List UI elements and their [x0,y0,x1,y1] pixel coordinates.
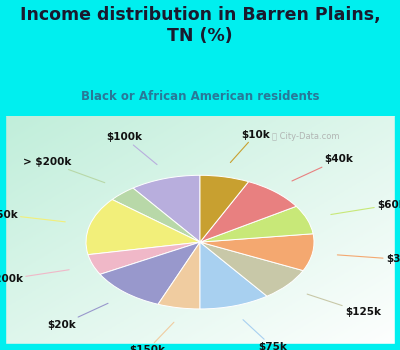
Bar [0,116,5,350]
Wedge shape [200,206,313,242]
Wedge shape [200,234,314,271]
Wedge shape [200,182,296,242]
Text: ⓘ City-Data.com: ⓘ City-Data.com [272,132,340,141]
Text: > $200k: > $200k [23,157,105,183]
Wedge shape [200,175,248,242]
Text: $30k: $30k [337,254,400,264]
Wedge shape [88,242,200,274]
Text: $50k: $50k [0,210,65,222]
Wedge shape [100,242,200,304]
Text: $60k: $60k [331,200,400,215]
Bar [395,116,400,350]
Wedge shape [133,175,200,242]
Wedge shape [200,242,303,296]
Bar [0,344,400,350]
Text: Black or African American residents: Black or African American residents [81,90,319,103]
Text: $125k: $125k [307,294,381,317]
Wedge shape [158,242,200,309]
Text: $20k: $20k [47,303,108,330]
Wedge shape [86,199,200,255]
Text: $200k: $200k [0,270,69,285]
Text: $100k: $100k [106,132,157,164]
Text: $40k: $40k [292,154,353,181]
Text: $75k: $75k [243,320,287,350]
Wedge shape [200,242,267,309]
Wedge shape [112,188,200,242]
Text: $10k: $10k [230,130,270,162]
Text: $150k: $150k [129,322,174,350]
Text: Income distribution in Barren Plains,
TN (%): Income distribution in Barren Plains, TN… [20,6,380,44]
